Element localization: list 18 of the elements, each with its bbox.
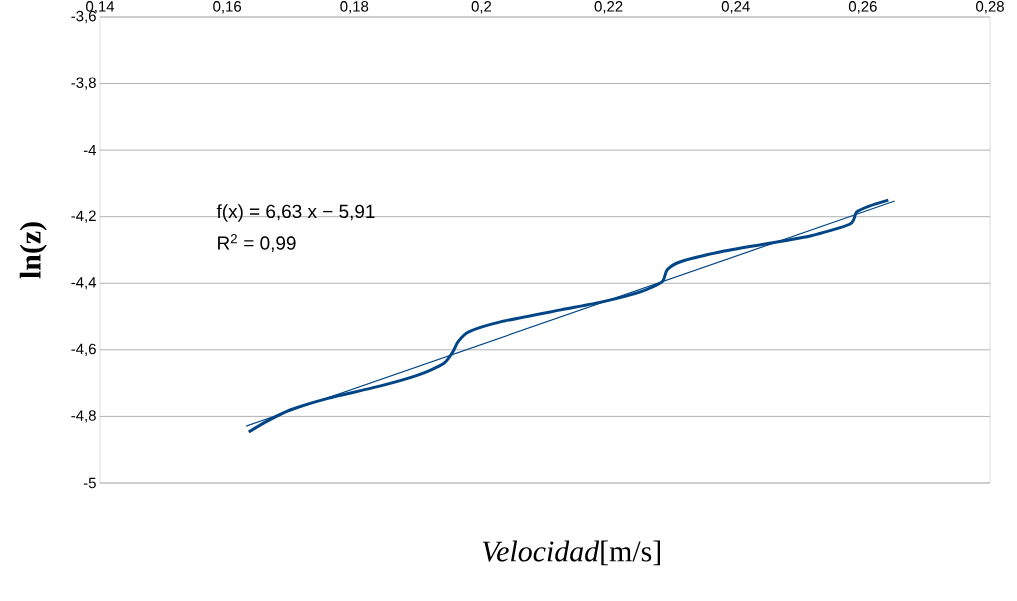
y-tick-label: -4,6: [71, 343, 96, 357]
annotation: R$^{2}$ = 0,99: [218, 234, 296, 252]
y-tick-label: -4,2: [71, 210, 96, 223]
x-tick-label: 0,2: [471, 1, 492, 14]
y-tick-label: -4,4: [71, 277, 97, 290]
x-tick-label: 0,28: [976, 1, 1004, 14]
y-tick-label: -4: [83, 144, 97, 156]
y-tick-label: -5: [83, 477, 96, 489]
x-tick-label: 0,26: [848, 1, 877, 14]
x-axis-title: Velocidad[m/s]: [482, 540, 660, 566]
x-tick-label: 0,18: [340, 1, 369, 14]
x-tick-label: 0,24: [721, 1, 750, 14]
annotation: f(x) = 6,63 x − 5,91: [216, 204, 375, 222]
y-tick-label: -3,8: [71, 77, 96, 90]
x-tick-label: 0,22: [594, 1, 623, 14]
x-tick-label: 0,16: [213, 1, 242, 14]
y-tick-label: -4,8: [71, 410, 96, 423]
y-axis-title: ln(z): [19, 222, 47, 279]
